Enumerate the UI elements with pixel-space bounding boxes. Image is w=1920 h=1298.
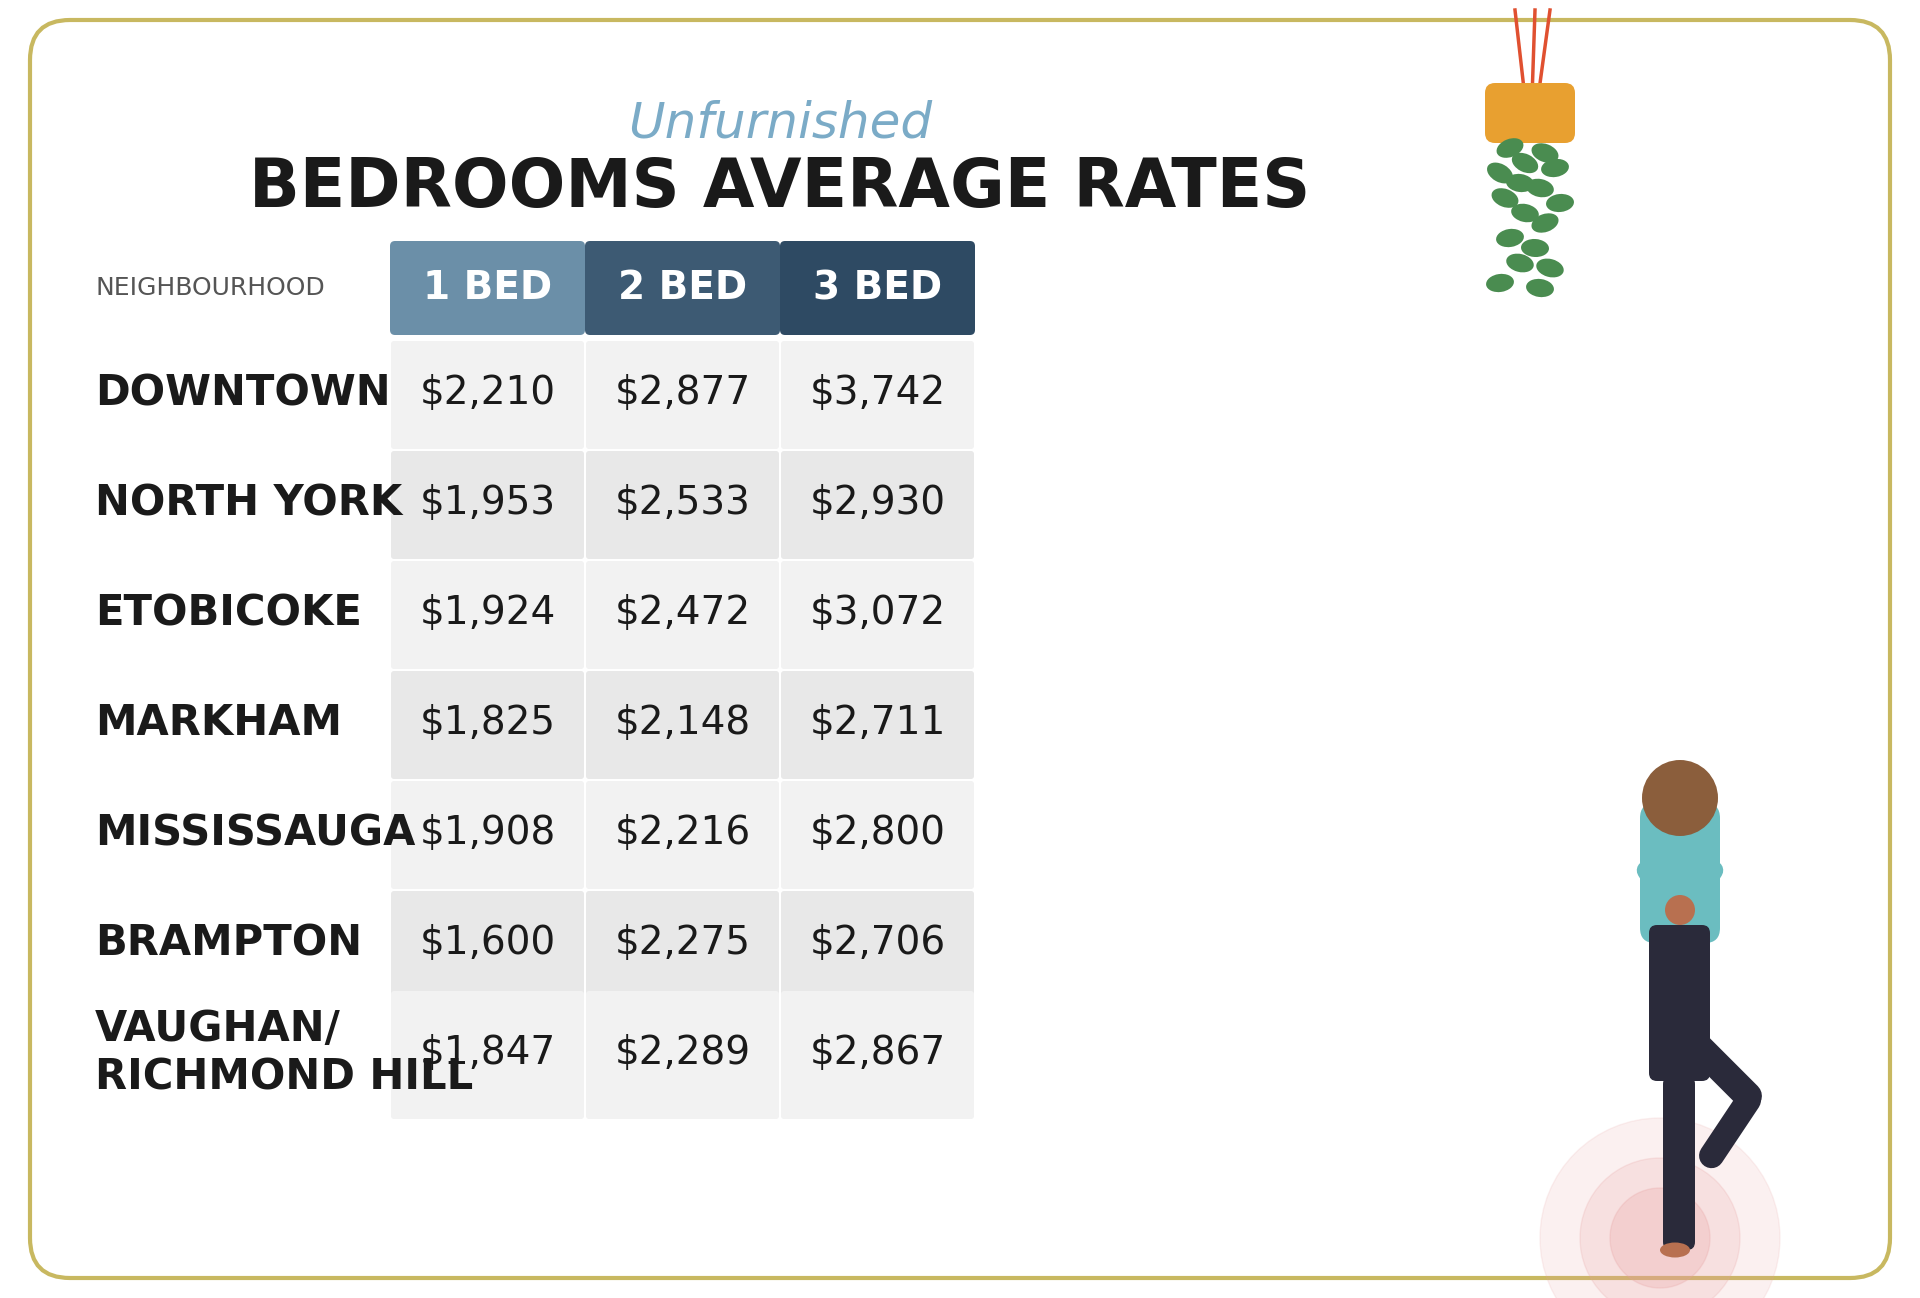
Text: $2,210: $2,210 [419,374,555,411]
Text: $2,148: $2,148 [614,704,751,742]
FancyBboxPatch shape [392,341,584,449]
Text: $2,289: $2,289 [614,1035,751,1072]
Ellipse shape [1536,258,1563,278]
Text: $1,600: $1,600 [419,924,555,962]
FancyBboxPatch shape [1484,83,1574,143]
Ellipse shape [1526,279,1553,297]
Text: $2,472: $2,472 [614,594,751,632]
FancyBboxPatch shape [781,990,973,1119]
Text: MISSISSAUGA: MISSISSAUGA [94,813,415,854]
FancyBboxPatch shape [586,671,780,779]
FancyBboxPatch shape [781,890,973,999]
Text: BRAMPTON: BRAMPTON [94,922,363,964]
Text: 3 BED: 3 BED [812,269,943,308]
FancyBboxPatch shape [392,990,584,1119]
Text: 2 BED: 2 BED [618,269,747,308]
FancyBboxPatch shape [781,781,973,889]
FancyArrowPatch shape [1711,1101,1749,1155]
Text: $2,275: $2,275 [614,924,751,962]
FancyBboxPatch shape [780,241,975,335]
Text: NORTH YORK: NORTH YORK [94,482,403,524]
Text: 1 BED: 1 BED [422,269,553,308]
Ellipse shape [1498,138,1523,158]
Text: $1,953: $1,953 [419,484,555,522]
Text: MARKHAM: MARKHAM [94,702,342,744]
Text: $2,216: $2,216 [614,814,751,851]
Text: $2,800: $2,800 [810,814,945,851]
FancyBboxPatch shape [781,450,973,559]
FancyBboxPatch shape [781,671,973,779]
Text: $3,072: $3,072 [810,594,945,632]
FancyBboxPatch shape [586,341,780,449]
FancyBboxPatch shape [586,781,780,889]
Text: $3,742: $3,742 [810,374,945,411]
Circle shape [1540,1118,1780,1298]
Text: $1,924: $1,924 [419,594,555,632]
Text: $1,825: $1,825 [419,704,555,742]
Ellipse shape [1505,254,1534,273]
Text: $2,706: $2,706 [810,924,947,962]
FancyBboxPatch shape [392,781,584,889]
FancyBboxPatch shape [586,561,780,668]
Text: NEIGHBOURHOOD: NEIGHBOURHOOD [94,276,324,300]
Ellipse shape [1486,162,1513,183]
FancyArrowPatch shape [1647,871,1668,906]
FancyBboxPatch shape [392,890,584,999]
Circle shape [1580,1158,1740,1298]
FancyBboxPatch shape [1663,1076,1695,1250]
Ellipse shape [1526,179,1553,197]
Text: DOWNTOWN: DOWNTOWN [94,373,390,414]
Text: $1,847: $1,847 [419,1035,555,1072]
Text: $1,908: $1,908 [419,814,555,851]
Ellipse shape [1511,204,1538,222]
Text: Unfurnished: Unfurnished [628,99,931,147]
Ellipse shape [1507,173,1534,193]
Circle shape [1642,761,1718,836]
Ellipse shape [1530,214,1559,232]
FancyArrowPatch shape [1692,1040,1747,1096]
Text: $2,877: $2,877 [614,374,751,411]
FancyArrowPatch shape [1692,871,1713,906]
FancyBboxPatch shape [1649,925,1711,1081]
FancyBboxPatch shape [586,450,780,559]
Ellipse shape [1532,143,1559,162]
Ellipse shape [1542,158,1569,178]
Text: $2,533: $2,533 [614,484,751,522]
Ellipse shape [1661,1242,1690,1258]
Text: VAUGHAN/
RICHMOND HILL: VAUGHAN/ RICHMOND HILL [94,1007,472,1098]
Ellipse shape [1521,238,1548,258]
FancyBboxPatch shape [586,890,780,999]
Text: ETOBICOKE: ETOBICOKE [94,592,361,633]
Text: $2,867: $2,867 [810,1035,947,1072]
FancyBboxPatch shape [586,990,780,1119]
Ellipse shape [1496,228,1524,247]
FancyBboxPatch shape [781,341,973,449]
FancyBboxPatch shape [781,561,973,668]
FancyBboxPatch shape [392,450,584,559]
Text: BEDROOMS AVERAGE RATES: BEDROOMS AVERAGE RATES [250,154,1311,221]
FancyBboxPatch shape [1640,803,1720,944]
Circle shape [1665,896,1695,925]
FancyBboxPatch shape [392,561,584,668]
Ellipse shape [1546,193,1574,212]
FancyBboxPatch shape [586,241,780,335]
Ellipse shape [1492,188,1519,208]
Text: $2,711: $2,711 [810,704,947,742]
Ellipse shape [1486,273,1513,293]
FancyBboxPatch shape [390,241,586,335]
FancyBboxPatch shape [31,19,1889,1279]
FancyBboxPatch shape [392,671,584,779]
Text: $2,930: $2,930 [810,484,945,522]
Circle shape [1611,1188,1711,1288]
Ellipse shape [1511,154,1540,173]
